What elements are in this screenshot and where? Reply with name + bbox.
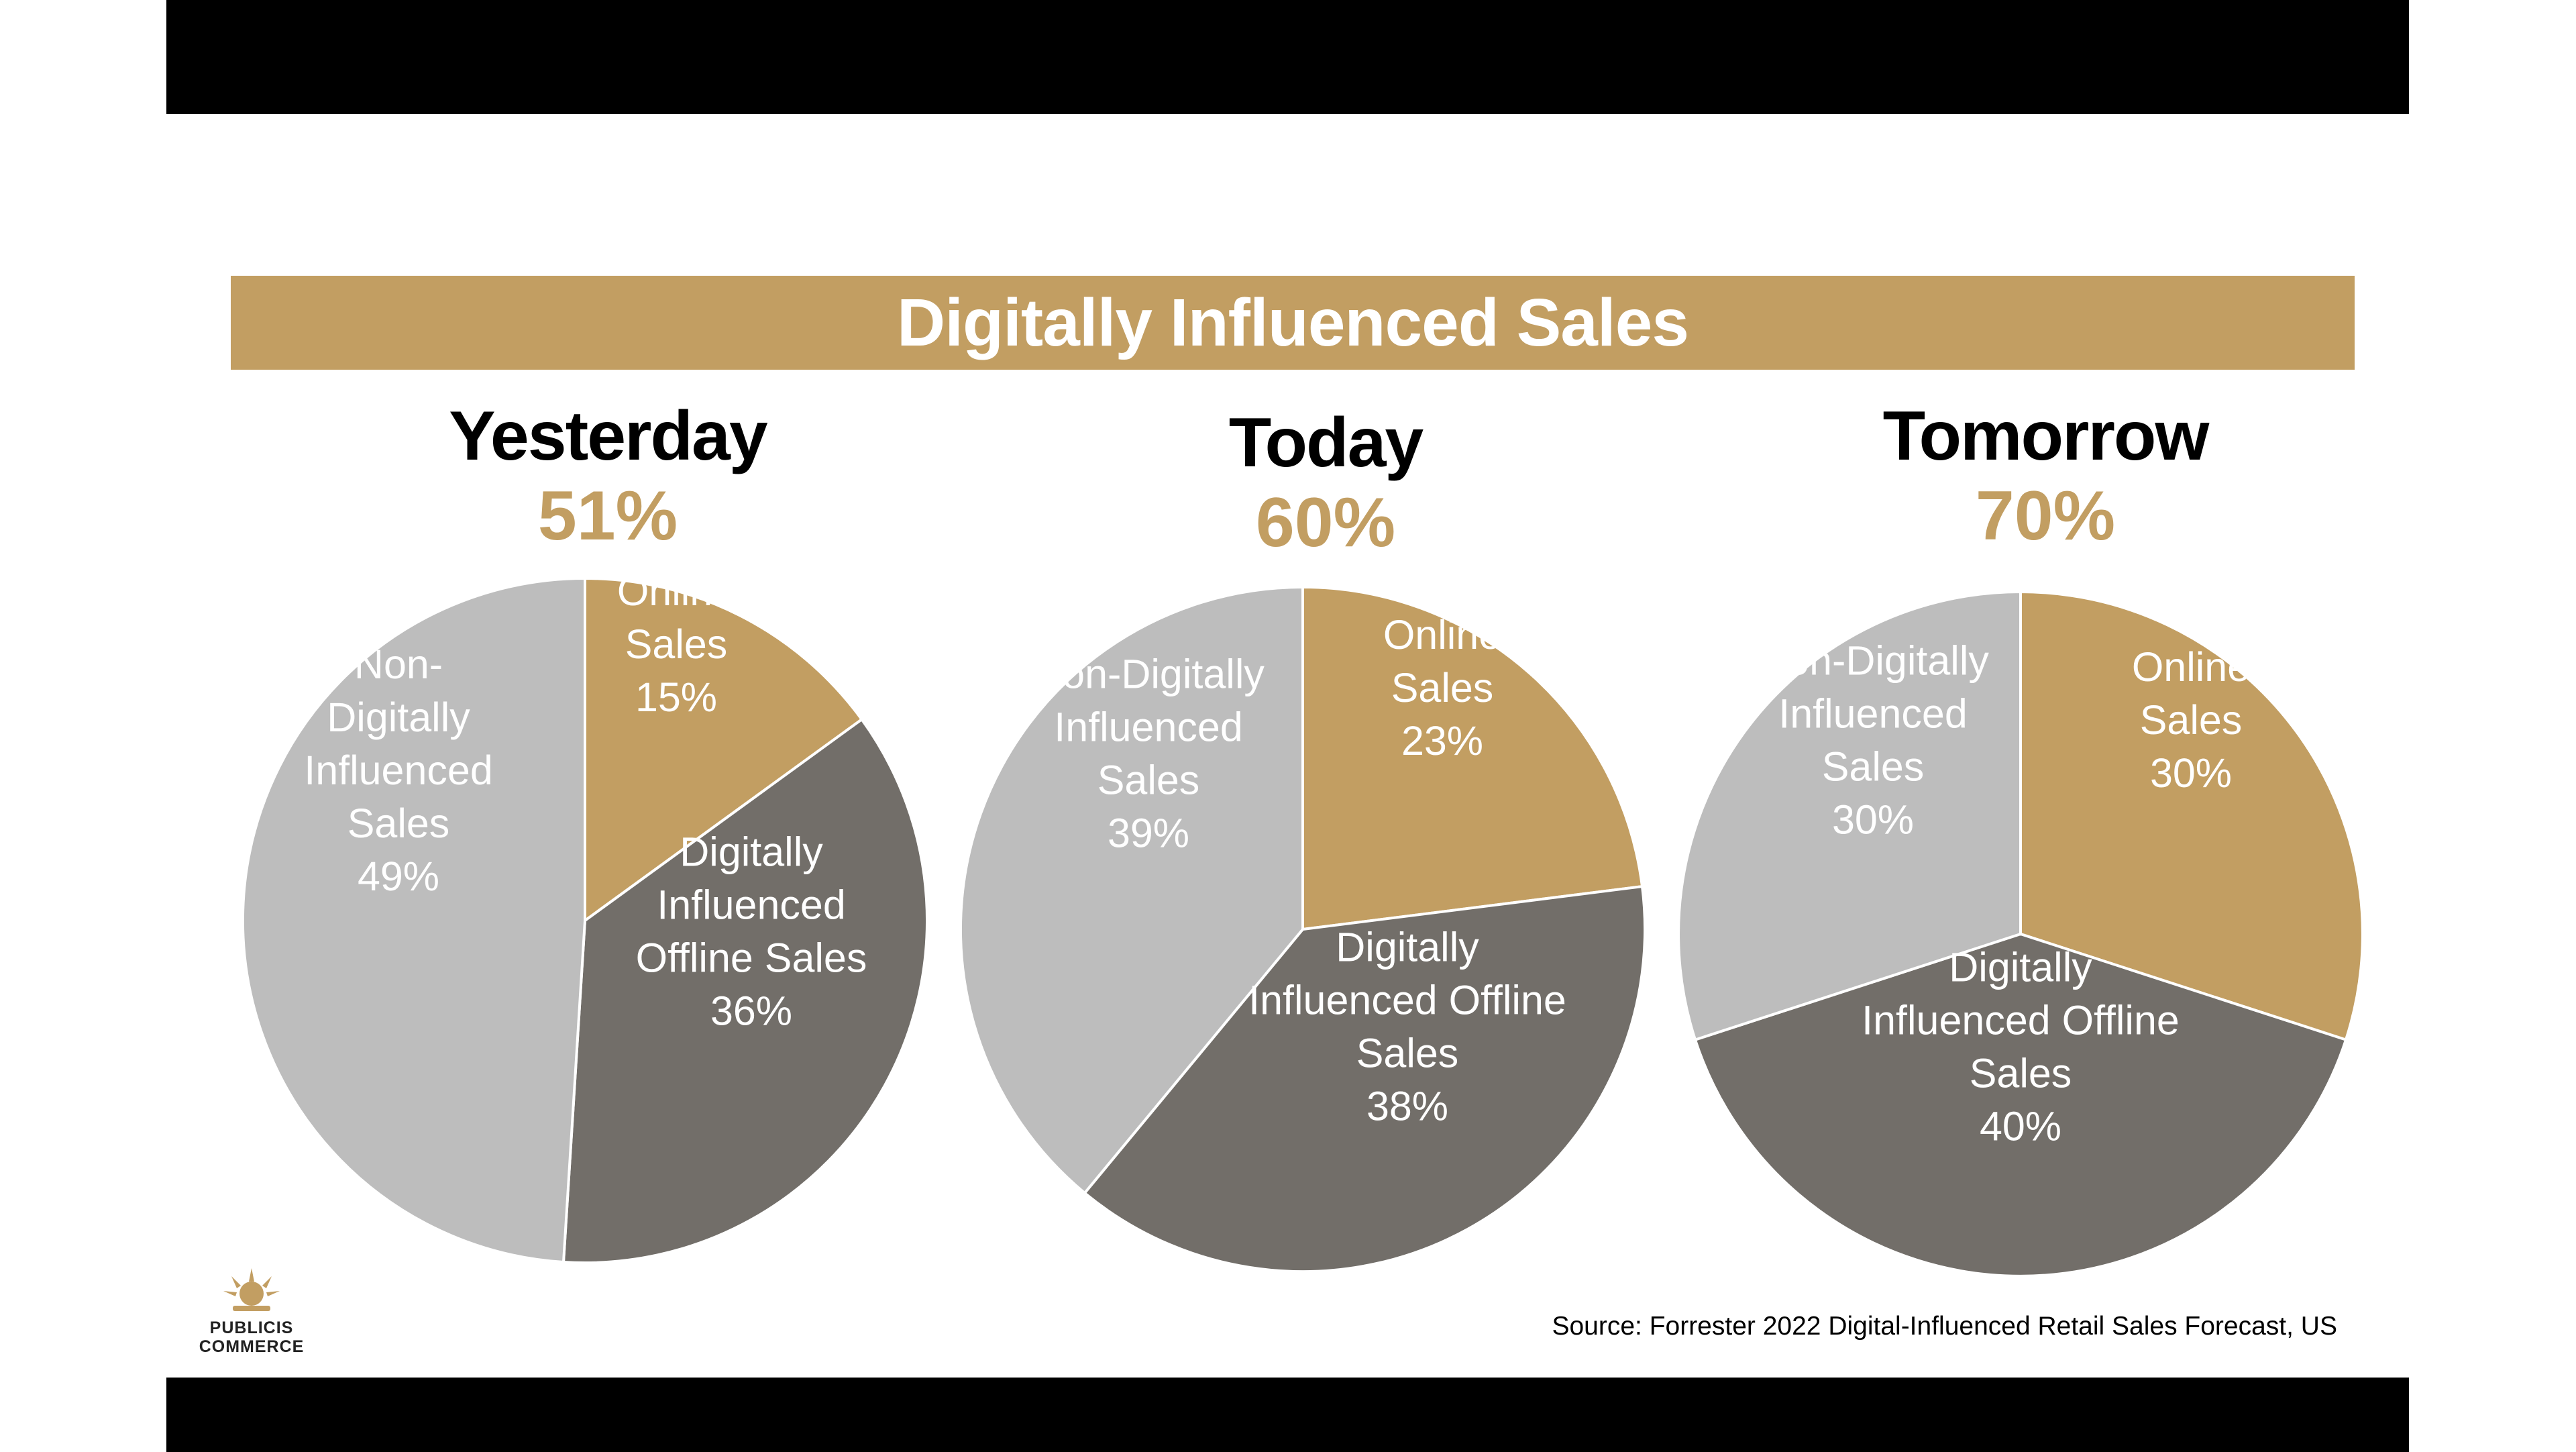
logo-line-2: COMMERCE — [199, 1337, 305, 1356]
publicis-commerce-logo: PUBLICIS COMMERCE — [181, 1261, 322, 1356]
pie-1-slice-offline-sales — [1083, 884, 1646, 1274]
pie-2-slice-offline-sales — [1693, 932, 2348, 1278]
pie-0-slice-online-sales — [584, 576, 864, 923]
period-value-yesterday: 51% — [537, 477, 678, 555]
pie-0-label-online-sales: Online Sales 15% — [617, 568, 735, 720]
logo-line-1: PUBLICIS — [209, 1318, 294, 1337]
period-value-today: 60% — [1255, 484, 1396, 562]
letterbox-bottom-bar — [166, 1378, 2409, 1452]
pie-2-label-non-digital-sales: Non-Digitally Influenced Sales 30% — [1757, 638, 1989, 843]
title-banner: Digitally Influenced Sales — [231, 276, 2355, 370]
pie-1-label-online-sales: Online Sales 23% — [1383, 612, 1501, 764]
pie-1-slice-online-sales — [1301, 585, 1644, 931]
lion-emblem-icon — [223, 1268, 280, 1311]
pie-0-slice-non-digital-sales — [241, 576, 586, 1264]
pie-0-label-offline-sales: Digitally Influenced Offline Sales 36% — [636, 829, 867, 1034]
period-value-tomorrow: 70% — [1975, 477, 2116, 555]
period-yesterday-header: Yesterday 51% — [339, 396, 876, 556]
pie-1-slice-non-digital-sales — [959, 585, 1304, 1195]
pie-0-label-non-digital-sales: Non-Digitally Influenced Sales 49% — [304, 641, 493, 899]
period-title-tomorrow: Tomorrow — [1882, 397, 2210, 475]
pie-1-label-non-digital-sales: Non-Digitally Influenced Sales 39% — [1032, 652, 1265, 856]
pie-2-slice-non-digital-sales — [1677, 590, 2022, 1042]
pie-1-label-offline-sales: Digitally Influenced Offline Sales 38% — [1248, 925, 1566, 1129]
period-tomorrow-header: Tomorrow 70% — [1777, 396, 2314, 556]
period-title-yesterday: Yesterday — [449, 397, 767, 475]
pie-2-label-offline-sales: Digitally Influenced Offline Sales 40% — [1862, 945, 2180, 1149]
pie-0-slice-offline-sales — [561, 717, 929, 1264]
chart-title: Digitally Influenced Sales — [897, 284, 1689, 360]
period-title-today: Today — [1228, 404, 1424, 482]
source-note: Source: Forrester 2022 Digital-Influence… — [1552, 1312, 2337, 1341]
pie-2-slice-online-sales — [2019, 590, 2364, 1042]
pie-2-label-online-sales: Online Sales 30% — [2132, 644, 2250, 796]
letterbox-top-bar — [166, 0, 2409, 114]
period-today-header: Today 60% — [1057, 403, 1594, 562]
